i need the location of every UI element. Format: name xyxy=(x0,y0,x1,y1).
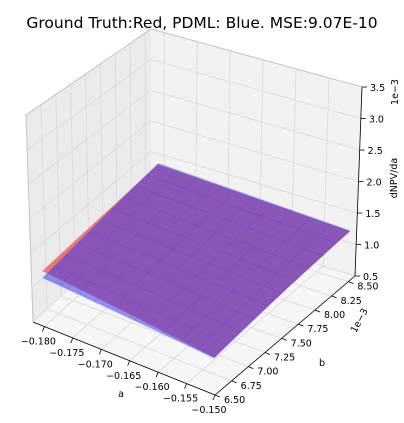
x-tick-mark xyxy=(184,383,187,389)
y-tick-label: 6.50 xyxy=(224,395,245,406)
y-tick-label: 6.75 xyxy=(241,381,262,392)
x-tick-mark xyxy=(42,326,45,332)
x-tick-label: −0.180 xyxy=(21,337,56,348)
tick-labels: −0.180−0.175−0.170−0.165−0.160−0.155−0.1… xyxy=(21,83,385,416)
z-tick-label: 0.5 xyxy=(363,272,378,283)
z-axis-label: dNPV/da xyxy=(389,158,400,198)
x-tick-mark xyxy=(212,394,216,401)
y-tick-mark xyxy=(298,323,304,327)
x-tick-mark xyxy=(70,337,74,344)
y-tick-mark xyxy=(231,380,237,384)
x-tick-label: −0.155 xyxy=(163,394,198,405)
y-tick-label: 8.50 xyxy=(357,282,378,293)
z-tick-label: 2.5 xyxy=(368,146,383,157)
surfaces xyxy=(42,163,351,359)
y-tick-mark xyxy=(248,366,254,370)
x-tick-mark xyxy=(155,372,159,378)
x-axis-label: a xyxy=(118,389,124,400)
chart-title: Ground Truth:Red, PDML: Blue. MSE:9.07E-… xyxy=(26,14,377,32)
z-tick-label: 2.0 xyxy=(367,178,382,189)
y-tick-mark xyxy=(281,337,287,341)
y-tick-mark xyxy=(214,394,221,398)
z-tick-label: 3.0 xyxy=(369,115,384,126)
y-tick-label: 7.25 xyxy=(274,353,295,364)
x-tick-label: −0.160 xyxy=(135,382,170,393)
grid-line-z-left xyxy=(26,59,152,150)
pane-edge xyxy=(25,114,34,323)
y-tick-mark xyxy=(331,295,337,299)
z-tick-label: 3.5 xyxy=(370,83,385,94)
grid-line-y-floor xyxy=(46,308,232,382)
x-tick-label: −0.170 xyxy=(78,359,113,370)
x-tick-mark xyxy=(98,349,102,355)
y-tick-label: 7.75 xyxy=(307,324,328,335)
y-tick-mark xyxy=(348,281,354,285)
y-tick-mark xyxy=(264,352,271,355)
grid-line-z-back xyxy=(150,89,360,151)
z-offset-label: 1e−3 xyxy=(390,79,401,105)
grid-line-z-back xyxy=(150,120,359,182)
grid-line-z-back xyxy=(150,151,358,214)
y-tick-label: 8.25 xyxy=(341,296,362,307)
z-tick-label: 1.0 xyxy=(364,241,379,252)
left-pane xyxy=(26,29,151,322)
y-tick-label: 7.00 xyxy=(257,367,278,378)
y-offset-label: 1e−3 xyxy=(349,307,371,335)
x-tick-label: −0.150 xyxy=(191,405,226,416)
grid-line-z-back xyxy=(150,59,361,119)
grid-line-z-left xyxy=(30,151,152,254)
grid-line-z-left xyxy=(28,90,152,185)
x-tick-label: −0.165 xyxy=(106,371,141,382)
x-axis-line xyxy=(32,321,216,396)
y-tick-mark xyxy=(314,309,321,313)
x-tick-label: −0.175 xyxy=(49,348,84,359)
pane-edge xyxy=(25,28,152,116)
y-tick-label: 8.00 xyxy=(324,310,345,321)
x-tick-mark xyxy=(127,360,131,366)
surface-pdml xyxy=(42,163,351,359)
surface-patch xyxy=(317,223,351,244)
pane-edge xyxy=(150,28,363,88)
z-tick-label: 1.5 xyxy=(365,209,380,220)
y-tick-label: 7.50 xyxy=(291,338,312,349)
y-axis-label: b xyxy=(319,358,325,369)
grid-line-z-left xyxy=(29,120,152,219)
